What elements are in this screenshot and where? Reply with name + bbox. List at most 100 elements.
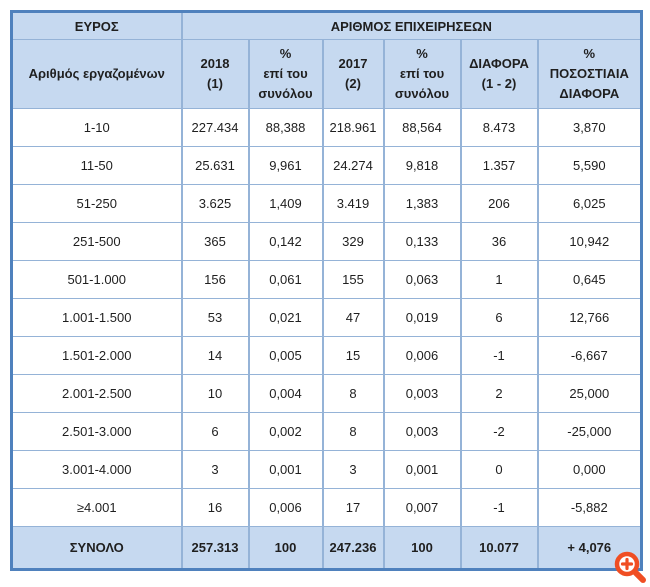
row-label: 501-1.000 [10, 260, 183, 299]
table-cell: 0,006 [247, 488, 324, 527]
total-row: ΣΥΝΟΛΟ 257.313 100 247.236 100 10.077 + … [10, 526, 643, 570]
row-label: 2.001-2.500 [10, 374, 183, 413]
table-cell: -5,882 [536, 488, 643, 527]
table-row: 2.001-2.500 10 0,004 8 0,003 2 25,000 [10, 374, 643, 413]
table-footer: ΣΥΝΟΛΟ 257.313 100 247.236 100 10.077 + … [10, 526, 643, 570]
table-row: 1.001-1.500 53 0,021 47 0,019 6 12,766 [10, 298, 643, 337]
row-label: 251-500 [10, 222, 183, 261]
table-cell: 2 [459, 374, 539, 413]
table-cell: 3 [321, 450, 385, 489]
header-number-of-businesses: ΑΡΙΘΜΟΣ ΕΠΙΧΕΙΡΗΣΕΩΝ [180, 11, 643, 40]
table-cell: 206 [459, 184, 539, 223]
table-cell: 0,021 [247, 298, 324, 337]
table-cell: 6 [180, 412, 250, 451]
table-cell: 6,025 [536, 184, 643, 223]
table-cell: 36 [459, 222, 539, 261]
column-header-pct-difference: % ΠΟΣΟΣΤΙΑΙΑ ΔΙΑΦΟΡΑ [536, 39, 643, 109]
column-header-2018: 2018 (1) [180, 39, 250, 109]
table-cell: 218.961 [321, 108, 385, 147]
table-cell: 0,007 [382, 488, 462, 527]
zoom-icon-graphic [614, 551, 646, 583]
table-cell: 0,006 [382, 336, 462, 375]
table-cell: 0,001 [247, 450, 324, 489]
table-cell: -1 [459, 488, 539, 527]
table-cell: 0,142 [247, 222, 324, 261]
table-cell: 0,000 [536, 450, 643, 489]
table-cell: 24.274 [321, 146, 385, 185]
table-row: 1.501-2.000 14 0,005 15 0,006 -1 -6,667 [10, 336, 643, 375]
table-row: 51-250 3.625 1,409 3.419 1,383 206 6,025 [10, 184, 643, 223]
total-pct-difference: + 4,076 [536, 526, 643, 570]
zoom-icon[interactable] [612, 549, 648, 585]
header-row-top: ΕΥΡΟΣ ΑΡΙΘΜΟΣ ΕΠΙΧΕΙΡΗΣΕΩΝ [10, 11, 643, 40]
column-header-pct-2017: % επί του συνόλου [382, 39, 462, 109]
table-cell: 0,063 [382, 260, 462, 299]
table-row: ≥4.001 16 0,006 17 0,007 -1 -5,882 [10, 488, 643, 527]
table-cell: 227.434 [180, 108, 250, 147]
table-cell: 9,961 [247, 146, 324, 185]
table-cell: 6 [459, 298, 539, 337]
table-cell: 3 [180, 450, 250, 489]
table-cell: 88,388 [247, 108, 324, 147]
table-cell: 0,005 [247, 336, 324, 375]
table-row: 1-10 227.434 88,388 218.961 88,564 8.473 3,870 [10, 108, 643, 147]
column-header-difference: ΔΙΑΦΟΡΑ (1 - 2) [459, 39, 539, 109]
table-row: 501-1.000 156 0,061 155 0,063 1 0,645 [10, 260, 643, 299]
table-cell: -2 [459, 412, 539, 451]
total-difference: 10.077 [459, 526, 539, 570]
table-cell: 1,409 [247, 184, 324, 223]
table-cell: 10,942 [536, 222, 643, 261]
table-cell: 0 [459, 450, 539, 489]
total-2017: 247.236 [321, 526, 385, 570]
row-label: 2.501-3.000 [10, 412, 183, 451]
column-header-2017: 2017 (2) [321, 39, 385, 109]
table-cell: 47 [321, 298, 385, 337]
total-pct-2018: 100 [247, 526, 324, 570]
table-cell: 25.631 [180, 146, 250, 185]
total-pct-2017: 100 [382, 526, 462, 570]
table-cell: 156 [180, 260, 250, 299]
table-cell: 0,061 [247, 260, 324, 299]
table-cell: 1 [459, 260, 539, 299]
table-cell: 88,564 [382, 108, 462, 147]
total-label: ΣΥΝΟΛΟ [10, 526, 183, 570]
table-cell: 155 [321, 260, 385, 299]
table-cell: 12,766 [536, 298, 643, 337]
table-cell: 365 [180, 222, 250, 261]
row-label: 51-250 [10, 184, 183, 223]
table-cell: 0,003 [382, 412, 462, 451]
businesses-by-size-table: ΕΥΡΟΣ ΑΡΙΘΜΟΣ ΕΠΙΧΕΙΡΗΣΕΩΝ Αριθμός εργαζ… [10, 10, 644, 571]
table-body: 1-10 227.434 88,388 218.961 88,564 8.473 3,870… [10, 108, 643, 527]
table-cell: 15 [321, 336, 385, 375]
table-cell: 8.473 [459, 108, 539, 147]
header-row-columns: Αριθμός εργαζομένων 2018 (1) % επί του σ… [10, 39, 643, 109]
table-cell: 14 [180, 336, 250, 375]
table-row: 11-50 25.631 9,961 24.274 9,818 1.357 5,590 [10, 146, 643, 185]
table-row: 3.001-4.000 3 0,001 3 0,001 0 0,000 [10, 450, 643, 489]
table-row: 251-500 365 0,142 329 0,133 36 10,942 [10, 222, 643, 261]
table-cell: 10 [180, 374, 250, 413]
table-cell: 0,003 [382, 374, 462, 413]
table-cell: 1,383 [382, 184, 462, 223]
table-cell: 0,133 [382, 222, 462, 261]
total-2018: 257.313 [180, 526, 250, 570]
row-label: 11-50 [10, 146, 183, 185]
table-cell: 0,019 [382, 298, 462, 337]
table-cell: 25,000 [536, 374, 643, 413]
table-cell: 53 [180, 298, 250, 337]
table-cell: 0,001 [382, 450, 462, 489]
header-range: ΕΥΡΟΣ [10, 11, 183, 40]
table-cell: 5,590 [536, 146, 643, 185]
table-cell: 8 [321, 374, 385, 413]
table-cell: 3,870 [536, 108, 643, 147]
table-header: ΕΥΡΟΣ ΑΡΙΘΜΟΣ ΕΠΙΧΕΙΡΗΣΕΩΝ Αριθμός εργαζ… [10, 11, 643, 109]
row-label: 1.501-2.000 [10, 336, 183, 375]
column-header-pct-2018: % επί του συνόλου [247, 39, 324, 109]
column-header-employees: Αριθμός εργαζομένων [10, 39, 183, 109]
table-row: 2.501-3.000 6 0,002 8 0,003 -2 -25,000 [10, 412, 643, 451]
row-label: 1-10 [10, 108, 183, 147]
row-label: 3.001-4.000 [10, 450, 183, 489]
row-label: ≥4.001 [10, 488, 183, 527]
table-cell: 329 [321, 222, 385, 261]
